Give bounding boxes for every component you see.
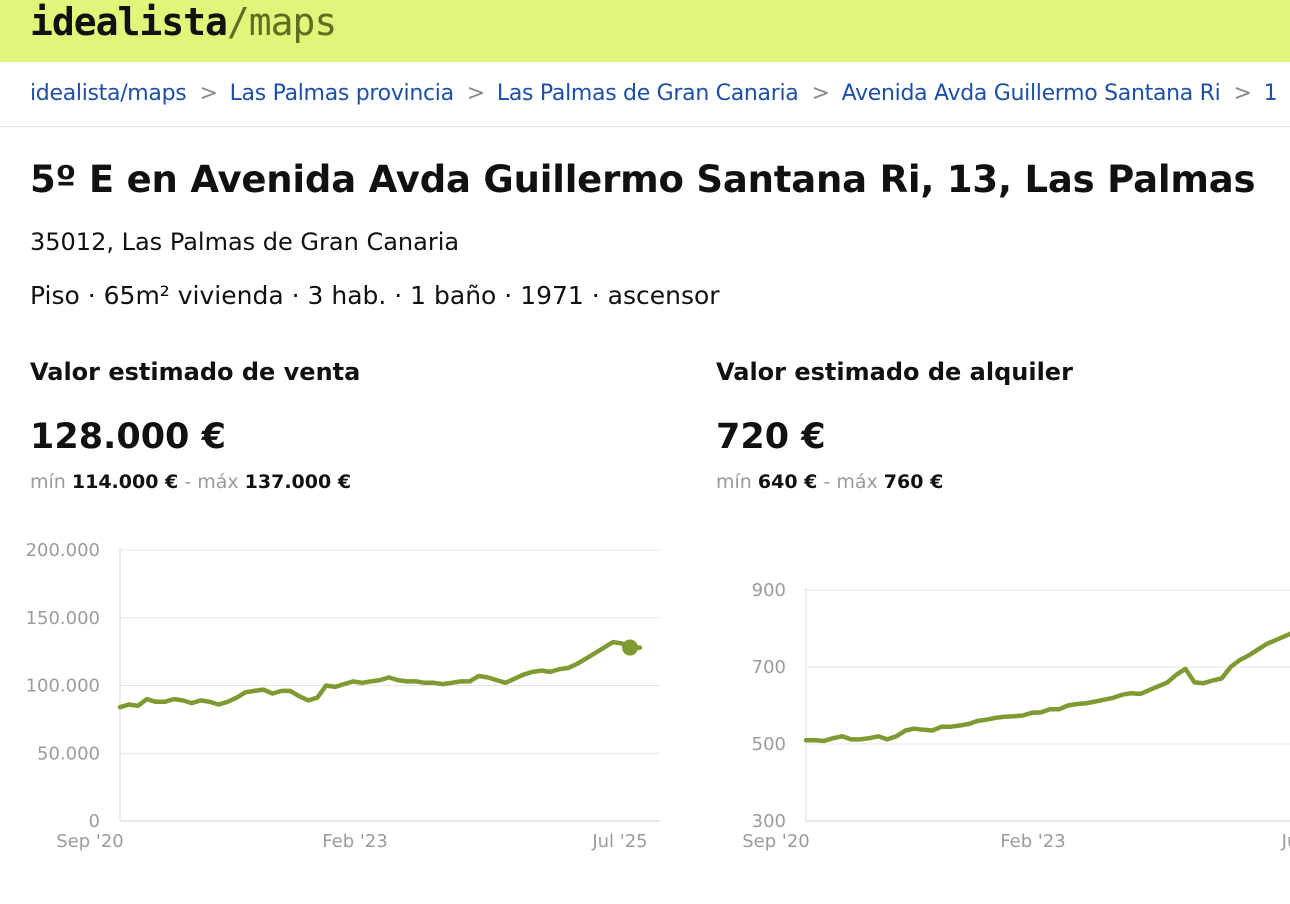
rent-series-line	[803, 631, 1290, 744]
top-bar: idealista/maps	[0, 0, 1290, 62]
sale-current-value-marker	[622, 639, 638, 656]
sale-min-label: mín	[30, 471, 66, 493]
sale-y-tick-label: 100.000	[26, 676, 100, 697]
chevron-right-icon: >	[199, 81, 218, 106]
sale-x-tick-label: Feb '23	[322, 831, 387, 852]
rent-x-tick-label: Sep '20	[742, 831, 810, 852]
rent-max-value: 760 €	[883, 471, 944, 493]
rent-max-label: máx	[836, 471, 878, 493]
sale-min-value: 114.000 €	[71, 471, 179, 493]
rent-y-tick-label: 700	[752, 657, 786, 678]
rent-min-value: 640 €	[757, 471, 818, 493]
breadcrumb-item-idealista-maps[interactable]: idealista/maps	[30, 81, 187, 106]
idealista-maps-logo[interactable]: idealista/maps	[30, 0, 338, 44]
breadcrumb-item-province[interactable]: Las Palmas provincia	[229, 81, 454, 106]
logo-sub: maps	[248, 0, 338, 44]
sale-max-value: 137.000 €	[244, 471, 352, 493]
rent-x-tick-label: Ju	[1281, 831, 1290, 852]
breadcrumb-item-street[interactable]: Avenida Avda Guillermo Santana Ri	[841, 81, 1221, 106]
sale-estimate-range: mín 114.000 € - máx 137.000 €	[30, 468, 670, 496]
rent-estimate-price: 720 €	[716, 417, 826, 457]
rent-y-tick-label: 300	[752, 811, 786, 832]
rent-estimate-panel: Valor estimado de alquiler 720 € mín 640…	[716, 352, 1290, 496]
logo-slash: /	[226, 0, 250, 44]
sale-x-tick-label: Sep '20	[56, 831, 124, 852]
sale-estimate-panel: Valor estimado de venta 128.000 € mín 11…	[30, 352, 670, 496]
logo-brand: idealista	[30, 0, 228, 44]
chevron-right-icon: >	[811, 81, 830, 106]
sale-y-tick-label: 50.000	[37, 743, 100, 764]
rent-y-tick-label: 500	[752, 734, 786, 755]
sale-estimate-title: Valor estimado de venta	[30, 358, 361, 386]
rent-min-label: mín	[716, 471, 752, 493]
breadcrumb-bar: idealista/maps > Las Palmas provincia > Las …	[0, 62, 1290, 127]
page-title: 5º E en Avenida Avda Guillermo Santana R…	[30, 158, 1256, 201]
rent-estimate-title: Valor estimado de alquiler	[716, 358, 1073, 386]
sale-x-tick-label: Jul '25	[591, 831, 647, 852]
breadcrumb: idealista/maps > Las Palmas provincia > Las …	[30, 80, 1278, 108]
breadcrumb-item-city[interactable]: Las Palmas de Gran Canaria	[496, 81, 799, 106]
sale-y-tick-label: 0	[89, 811, 100, 832]
rent-range-dash: -	[823, 471, 831, 493]
listing-address: 35012, Las Palmas de Gran Canaria	[30, 228, 460, 256]
rent-estimate-range: mín 640 € - máx 760 €	[716, 468, 1290, 496]
chevron-right-icon: >	[466, 81, 485, 106]
listing-features: Piso · 65m² vivienda · 3 hab. · 1 baño ·…	[30, 281, 720, 310]
sale-y-tick-label: 150.000	[26, 608, 100, 629]
breadcrumb-item-number[interactable]: 1	[1263, 81, 1278, 106]
sale-max-label: máx	[197, 471, 239, 493]
sale-price-chart: 200.000 150.000 100.000 50.000 0 Sep '20 Feb '…	[0, 525, 680, 865]
rent-y-tick-label: 900	[752, 580, 786, 601]
sale-y-tick-label: 200.000	[26, 540, 100, 561]
rent-x-tick-label: Feb '23	[1000, 831, 1065, 852]
sale-estimate-price: 128.000 €	[30, 417, 226, 457]
sale-series-line	[117, 639, 643, 710]
sale-range-dash: -	[184, 471, 192, 493]
chevron-right-icon: >	[1233, 81, 1252, 106]
